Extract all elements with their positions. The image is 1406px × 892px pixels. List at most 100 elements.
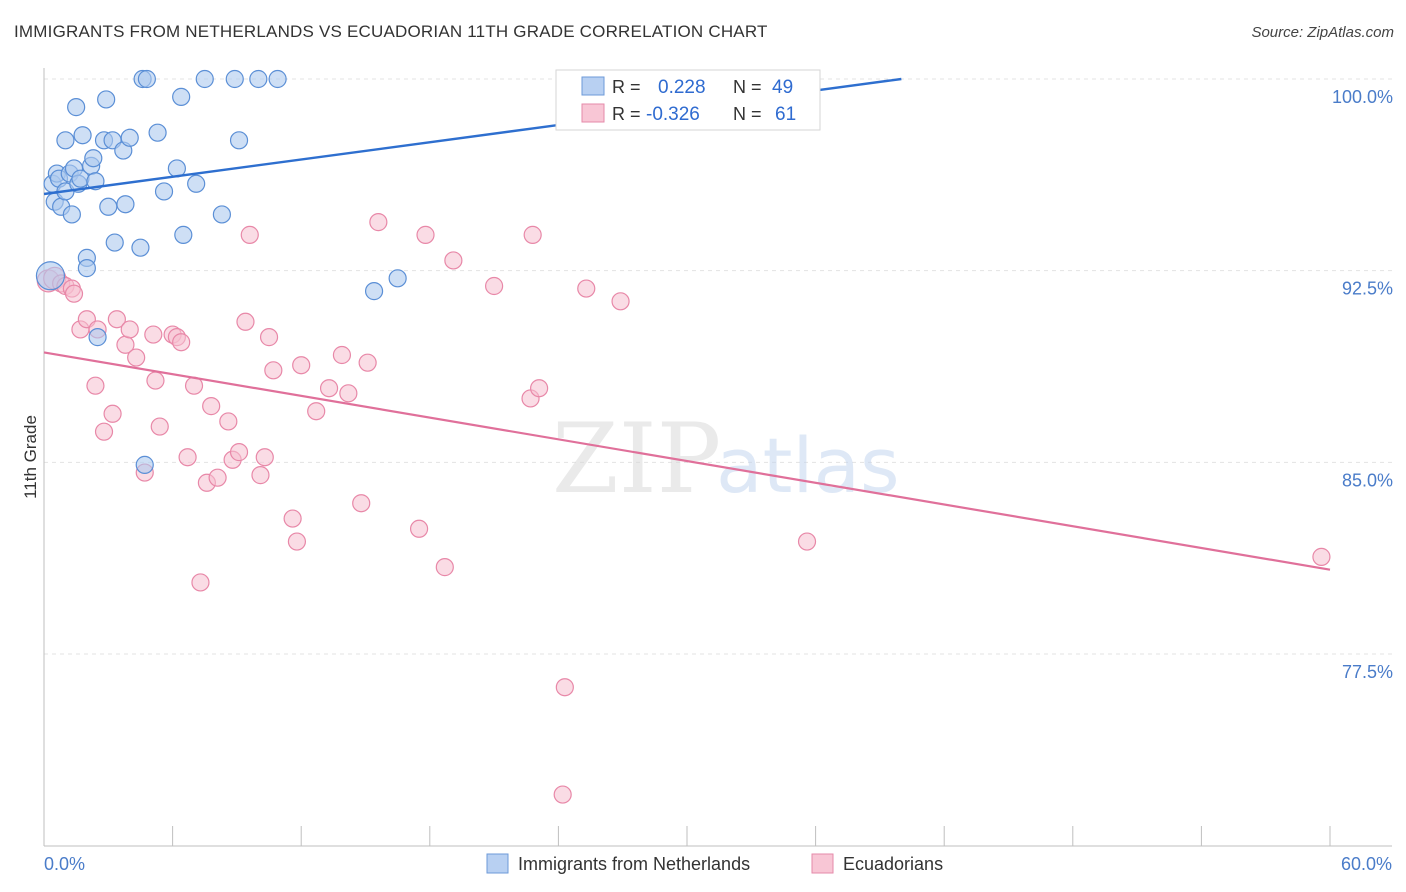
stats-blue-r-label: R = [612, 77, 641, 97]
ecuadorians-point [797, 532, 817, 551]
netherlands-point [172, 87, 191, 106]
ecuadorians-point [202, 397, 221, 416]
netherlands-point [73, 126, 92, 145]
netherlands-point [388, 269, 407, 288]
stats-blue-r-value: 0.228 [658, 77, 706, 98]
netherlands-point [135, 455, 154, 474]
ecuadorians-point [339, 384, 358, 403]
ecuadorians-point [255, 448, 274, 467]
ecuadorians-point [319, 379, 339, 398]
netherlands-point [62, 205, 81, 224]
x-ticks [43, 826, 1331, 846]
ecuadorians-point [530, 379, 549, 398]
ecuadorians-point [611, 292, 630, 311]
netherlands-point [137, 69, 156, 89]
stats-pink-n-label: N = [733, 104, 762, 124]
ecuadorians-point [208, 468, 227, 487]
ecuadorians-point [127, 348, 146, 367]
grid [44, 78, 1392, 655]
netherlands-point [225, 69, 244, 89]
ecuadorians-point [292, 356, 311, 375]
ecuadorians-point [150, 417, 169, 436]
ecuadorians-point [103, 404, 122, 423]
ecuadorians-point [251, 466, 270, 485]
legend-netherlands-swatch [486, 853, 509, 874]
ecuadorians-point [444, 251, 463, 270]
ecuadorians-point [64, 284, 84, 303]
ecuadorians-point [191, 573, 210, 592]
ecuadorians-point [409, 519, 429, 538]
netherlands-point [35, 261, 66, 291]
ecuadorians-point [107, 310, 126, 329]
ecuadorians-point [178, 448, 197, 467]
stats-box: R = 0.228 N = 49 R = -0.326 N = 61 [555, 69, 821, 131]
ecuadorians-point [555, 678, 574, 697]
stats-pink-swatch [581, 103, 605, 123]
ecuadorians-point [523, 225, 542, 244]
ecuadorians-point [172, 333, 191, 352]
netherlands-point [88, 328, 107, 347]
y-tick-labels: 100.0% 92.5% 85.0% 77.5% [1332, 87, 1393, 682]
netherlands-point [212, 205, 231, 224]
netherlands-point [268, 69, 287, 89]
netherlands-point [148, 123, 167, 142]
stats-pink-n-value: 61 [775, 104, 796, 125]
netherlands-point [131, 238, 150, 257]
x-tick-label-left: 0.0% [44, 854, 85, 874]
netherlands-point [99, 197, 118, 216]
ecuadorians-point [577, 279, 596, 298]
legend-netherlands-label: Immigrants from Netherlands [518, 854, 750, 874]
netherlands-point [195, 69, 214, 89]
y-tick-label: 77.5% [1342, 662, 1393, 682]
y-tick-label: 92.5% [1342, 279, 1393, 299]
ecuadorians-trend-line [43, 351, 1331, 571]
netherlands-point [364, 282, 384, 301]
netherlands-point [229, 131, 249, 150]
watermark-atlas: atlas [716, 421, 900, 510]
y-tick-label: 100.0% [1332, 87, 1393, 107]
ecuadorians-point [352, 494, 371, 513]
ecuadorians-point [485, 276, 504, 296]
netherlands-point [67, 98, 86, 117]
ecuadorians-point [435, 558, 454, 577]
legend-ecuadorians-label: Ecuadorians [843, 854, 943, 874]
ecuadorians-point [229, 443, 249, 462]
stats-blue-n-label: N = [733, 77, 762, 97]
source-label: Source: ZipAtlas.com [1251, 24, 1394, 41]
ecuadorians-point [369, 213, 388, 232]
netherlands-point [174, 225, 193, 244]
ecuadorians-point [358, 353, 377, 372]
y-tick-label: 85.0% [1342, 470, 1393, 490]
netherlands-point [105, 233, 124, 252]
ecuadorians-point [146, 371, 165, 390]
ecuadorians-point [236, 312, 255, 331]
netherlands-point [56, 131, 75, 150]
watermark-zip: ZIP [552, 403, 721, 515]
ecuadorians-point [553, 785, 572, 804]
netherlands-point [120, 128, 139, 147]
ecuadorians-point [86, 376, 105, 395]
ecuadorians-point [264, 361, 283, 380]
ecuadorians-point [259, 328, 279, 347]
ecuadorians-point [1312, 547, 1331, 566]
netherlands-point [187, 174, 206, 193]
ecuadorians-point [287, 532, 307, 551]
x-tick-label-right: 60.0% [1341, 854, 1392, 874]
ecuadorians-point [240, 225, 259, 244]
ecuadorians-point [307, 402, 326, 421]
netherlands-point [154, 182, 174, 201]
stats-pink-r-label: R = [612, 104, 641, 124]
stats-blue-swatch [581, 76, 605, 96]
ecuadorians-point [416, 225, 435, 244]
ecuadorians-point [332, 345, 352, 365]
netherlands-point [116, 195, 135, 214]
ecuadorians-point [94, 422, 114, 441]
netherlands-point [97, 90, 116, 109]
ecuadorians-point [120, 320, 139, 339]
chart-title: IMMIGRANTS FROM NETHERLANDS VS ECUADORIA… [14, 22, 768, 41]
netherlands-point [77, 259, 96, 278]
legend-ecuadorians-swatch [811, 853, 834, 874]
stats-pink-r-value: -0.326 [646, 104, 700, 125]
netherlands-point [249, 69, 268, 89]
